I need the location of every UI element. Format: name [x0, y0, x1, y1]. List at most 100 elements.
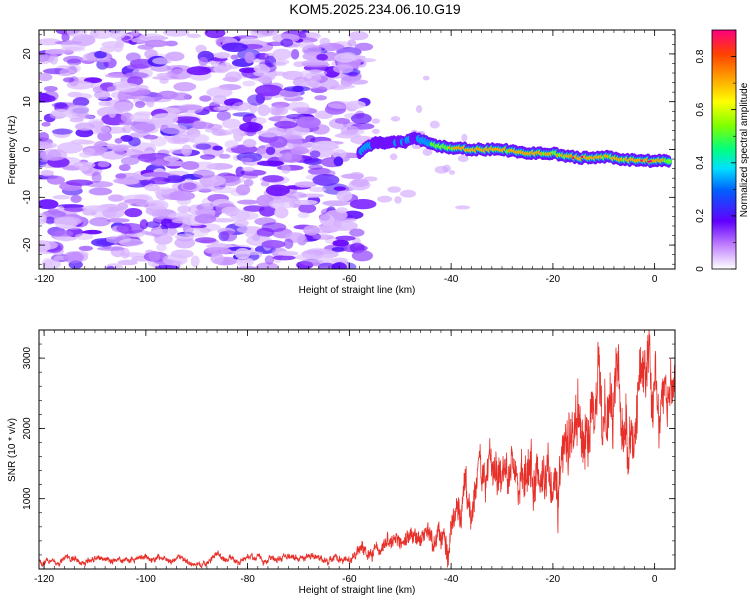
heatmap-noise-cell	[118, 164, 131, 172]
heatmap-noise-cell	[210, 252, 224, 265]
heatmap-noise-cell	[116, 223, 145, 234]
heatmap-noise-cell	[115, 173, 127, 179]
heatmap-noise-cell	[348, 79, 369, 85]
heatmap-noise-cell	[190, 255, 200, 268]
heatmap-noise-cell	[260, 181, 270, 187]
heatmap-noise-cell	[52, 194, 71, 200]
heatmap-noise-cell	[177, 205, 191, 214]
snr-xtick-label: -120	[34, 574, 54, 585]
heatmap-noise-cell	[145, 221, 161, 228]
heatmap-noise-cell	[298, 203, 317, 214]
snr-xtick-label: -80	[240, 574, 255, 585]
heatmap-noise-cell	[295, 253, 319, 261]
heatmap-noise-cell	[336, 190, 353, 202]
heatmap-noise-cell	[40, 148, 68, 161]
heatmap-noise-cell	[169, 92, 191, 101]
spectrogram-xtick-label: -120	[34, 274, 54, 285]
heatmap-noise-cell	[143, 134, 158, 140]
heatmap-noise-cell	[59, 68, 75, 77]
heatmap-noise-cell	[192, 169, 215, 179]
heatmap-noise-cell	[149, 177, 171, 185]
heatmap-noise-cell	[39, 141, 58, 149]
heatmap-noise-cell	[39, 38, 61, 46]
heatmap-noise-cell	[114, 137, 123, 144]
heatmap-noise-cell	[332, 239, 349, 247]
heatmap-noise-cell	[82, 229, 103, 235]
heatmap-noise-cell	[331, 246, 345, 252]
heatmap-noise-cell	[311, 140, 338, 152]
heatmap-noise-cell	[113, 101, 134, 113]
snr-xtick-label: 0	[652, 574, 658, 585]
heatmap-noise-cell	[41, 121, 51, 127]
heatmap-noise-cell	[282, 136, 303, 148]
spectrogram-xlabel: Height of straight line (km)	[299, 285, 416, 296]
heatmap-noise-cell	[254, 84, 283, 97]
heatmap-noise-cell	[108, 107, 117, 118]
heatmap-noise-cell	[190, 121, 214, 129]
heatmap-noise-cell	[45, 216, 55, 225]
heatmap-noise-cell	[194, 214, 217, 224]
heatmap-signal-cell	[665, 159, 672, 164]
heatmap-noise-cell	[371, 128, 380, 135]
heatmap-noise-cell	[241, 37, 259, 42]
heatmap-noise-cell	[49, 53, 59, 65]
heatmap-noise-cell	[63, 206, 87, 212]
heatmap-noise-cell	[168, 190, 196, 201]
heatmap-noise-cell	[442, 164, 451, 173]
heatmap-noise-cell	[194, 237, 217, 244]
heatmap-noise-cell	[39, 240, 51, 253]
spectrogram-ytick-label: -10	[22, 190, 33, 205]
spectrogram-xtick-label: 0	[652, 274, 658, 285]
heatmap-noise-cell	[290, 48, 300, 60]
heatmap-noise-cell	[268, 136, 288, 148]
heatmap-noise-cell	[256, 160, 285, 167]
heatmap-noise-cell	[148, 199, 169, 211]
heatmap-noise-cell	[221, 42, 248, 52]
colorbar-gradient	[711, 29, 737, 270]
heatmap-noise-cell	[109, 30, 126, 40]
heatmap-noise-cell	[300, 258, 324, 267]
heatmap-noise-cell	[120, 156, 140, 166]
heatmap-noise-cell	[66, 104, 90, 115]
heatmap-noise-cell	[39, 199, 59, 210]
snr-series-line	[39, 330, 675, 569]
heatmap-noise-cell	[106, 218, 130, 223]
heatmap-noise-cell	[223, 128, 246, 135]
heatmap-noise-cell	[167, 148, 191, 154]
snr-ticks: -120 -100 -80 -60 -40 -20 0 1000 2000 3000	[22, 329, 675, 585]
heatmap-noise-cell	[130, 30, 140, 36]
heatmap-noise-cell	[115, 82, 140, 93]
heatmap-noise-cell	[150, 158, 170, 167]
snr-ytick-label: 2000	[22, 417, 33, 440]
heatmap-noise-cell	[171, 133, 190, 145]
heatmap-noise-cell	[247, 94, 265, 106]
heatmap-noise-cell	[243, 179, 254, 187]
heatmap-noise-cell	[137, 153, 157, 163]
heatmap-noise-cell	[92, 86, 103, 94]
heatmap-noise-cell	[295, 116, 321, 129]
heatmap-noise-cell	[259, 30, 280, 37]
heatmap-noise-cell	[333, 186, 347, 191]
heatmap-noise-cell	[377, 195, 393, 203]
heatmap-noise-cell	[164, 40, 178, 47]
heatmap-noise-cell	[117, 202, 129, 211]
heatmap-noise-cell	[429, 120, 440, 129]
heatmap-noise-cell	[167, 69, 192, 80]
heatmap-noise-cell	[455, 205, 471, 210]
heatmap-noise-cell	[124, 208, 143, 218]
heatmap-noise-cell	[212, 145, 223, 151]
heatmap-noise-cell	[240, 157, 253, 163]
heatmap-noise-cell	[220, 230, 238, 242]
heatmap-noise-cell	[242, 138, 257, 148]
heatmap-noise-cell	[68, 114, 95, 120]
heatmap-noise-cell	[96, 246, 125, 251]
heatmap-noise-cell	[39, 73, 53, 82]
heatmap-noise-cell	[281, 164, 291, 174]
heatmap-noise-cell	[39, 213, 47, 225]
heatmap-noise-cell	[322, 200, 350, 207]
heatmap-noise-cell	[422, 75, 430, 81]
heatmap-noise-cell	[292, 107, 309, 112]
heatmap-noise-cell	[293, 199, 318, 206]
